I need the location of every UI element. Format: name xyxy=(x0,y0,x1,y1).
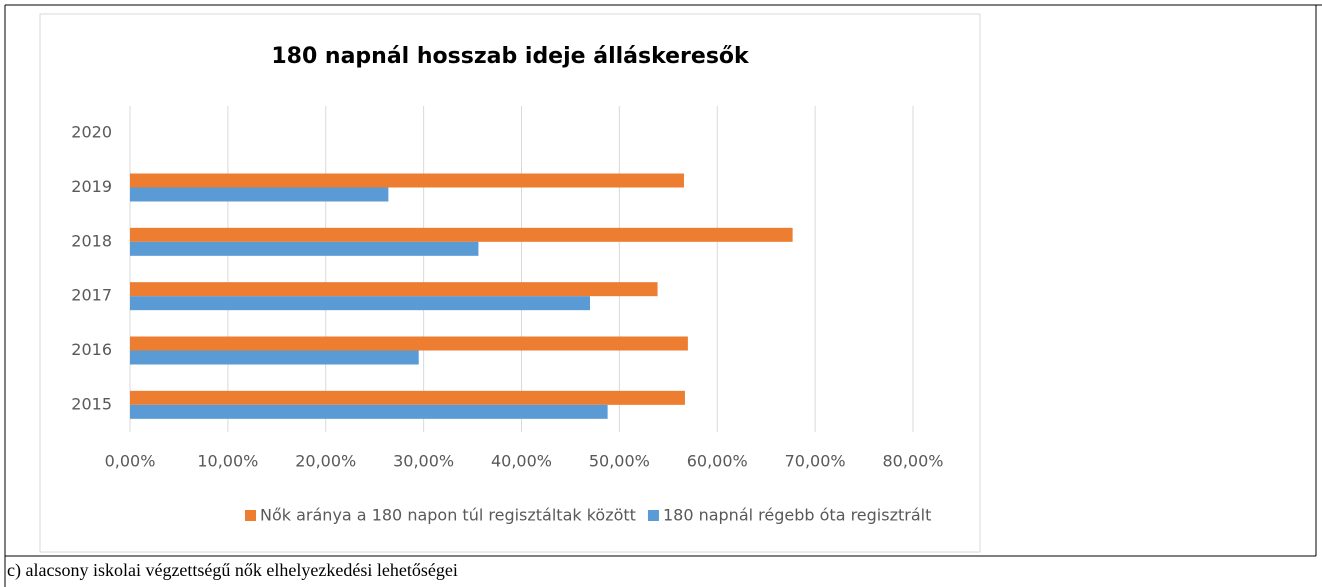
x-tick-label: 80,00% xyxy=(882,452,943,471)
caption: c) alacsony iskolai végzettségű nők elhe… xyxy=(7,560,458,581)
legend-swatch xyxy=(647,510,659,521)
legend-label: 180 napnál régebb óta regisztrált xyxy=(663,506,931,525)
chart-title: 180 napnál hosszab ideje álláskeresők xyxy=(271,44,750,69)
bar xyxy=(130,336,688,351)
y-tick-label: 2018 xyxy=(71,231,112,250)
plot: 0,00% 10,00% 20,00% 30,00% 40,00% 50,00% 60,00… xyxy=(71,106,944,525)
bar xyxy=(130,404,608,419)
bar xyxy=(130,350,419,365)
bar xyxy=(130,173,684,188)
bar xyxy=(130,227,793,242)
x-tick-label: 60,00% xyxy=(687,452,748,471)
y-tick-label: 2019 xyxy=(71,177,112,196)
bar xyxy=(130,241,479,256)
x-tick-label: 0,00% xyxy=(105,452,156,471)
y-tick-label: 2016 xyxy=(71,340,112,359)
y-tick-label: 2015 xyxy=(71,394,112,413)
bar xyxy=(130,296,591,311)
x-tick-label: 10,00% xyxy=(197,452,258,471)
x-tick-label: 20,00% xyxy=(295,452,356,471)
legend-label: Nők aránya a 180 napon túl regisztáltak … xyxy=(260,506,636,525)
x-tick-label: 30,00% xyxy=(393,452,454,471)
x-tick-label: 50,00% xyxy=(589,452,650,471)
bar xyxy=(130,390,685,405)
y-tick-label: 2017 xyxy=(71,286,112,305)
bar xyxy=(130,187,389,202)
legend-swatch xyxy=(245,510,256,521)
y-tick-label: 2020 xyxy=(71,123,112,142)
x-tick-label: 70,00% xyxy=(785,452,846,471)
x-tick-label: 40,00% xyxy=(491,452,552,471)
bar xyxy=(130,282,658,297)
